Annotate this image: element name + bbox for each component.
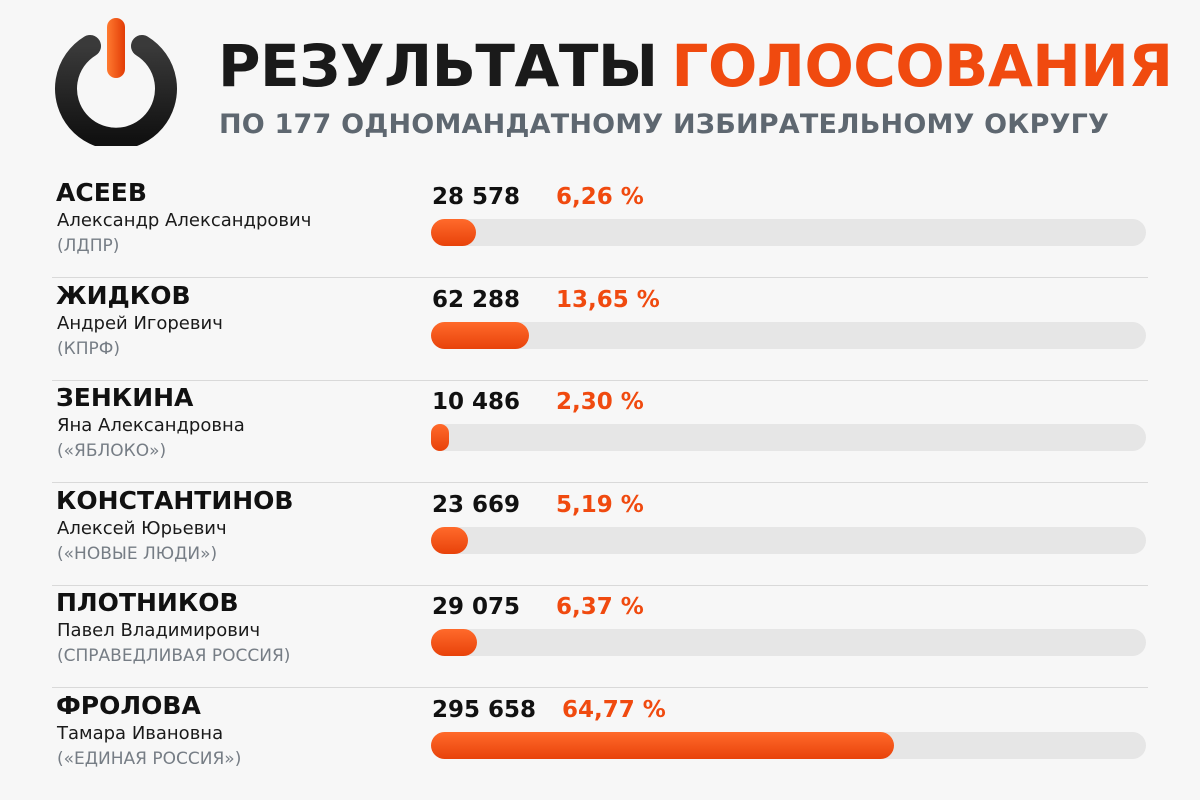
bar-fill	[431, 424, 449, 452]
candidate-surname: ЖИДКОВ	[56, 280, 191, 310]
bar-track	[431, 424, 1146, 452]
vote-percent: 64,77 %	[562, 697, 666, 723]
candidate-name: Александр Александрович	[57, 210, 312, 231]
vote-count: 295 658	[432, 697, 537, 723]
candidate-name: Тамара Ивановна	[57, 723, 224, 744]
vote-count: 23 669	[432, 491, 521, 518]
title-part-1: РЕЗУЛЬТАТЫ	[218, 32, 658, 100]
bar-fill	[431, 526, 469, 554]
candidate-row: ФРОЛОВА Тамара Ивановна («ЕДИНАЯ РОССИЯ») 2…	[0, 689, 1200, 791]
candidate-name: Яна Александровна	[57, 415, 245, 437]
vote-percent: 2,30 %	[556, 389, 644, 416]
candidate-surname: КОНСТАНТИНОВ	[56, 485, 294, 515]
title-part-2: ГОЛОСОВАНИЯ	[671, 32, 1173, 100]
row-divider	[52, 584, 1148, 586]
candidate-party: (КПРФ)	[57, 338, 121, 359]
row-divider	[52, 379, 1148, 381]
candidate-name: Алексей Юрьевич	[57, 517, 227, 539]
page-title: РЕЗУЛЬТАТЫ ГОЛОСОВАНИЯ	[218, 30, 1173, 102]
row-divider	[52, 482, 1148, 484]
vote-percent: 6,37 %	[556, 594, 644, 621]
vote-percent: 6,26 %	[556, 184, 644, 210]
candidate-row: КОНСТАНТИНОВ Алексей Юрьевич («НОВЫЕ ЛЮДИ»…	[0, 484, 1200, 586]
row-divider	[52, 277, 1148, 278]
candidate-name: Андрей Игоревич	[57, 312, 223, 334]
row-divider	[52, 687, 1148, 689]
candidate-row: АСЕЕВ Александр Александрович (ЛДПР) 28 578…	[0, 176, 1200, 278]
candidate-surname: ПЛОТНИКОВ	[56, 588, 239, 618]
candidate-surname: ЗЕНКИНА	[56, 383, 194, 413]
vote-count: 28 578	[432, 184, 521, 210]
vote-count: 62 288	[432, 286, 521, 313]
candidate-row: ЗЕНКИНА Яна Александровна («ЯБЛОКО») 10 486…	[0, 381, 1200, 484]
bar-fill	[431, 219, 476, 246]
bar-fill	[431, 321, 529, 349]
candidate-party: («НОВЫЕ ЛЮДИ»)	[57, 543, 218, 564]
bar-track	[431, 526, 1146, 554]
bar-track	[431, 219, 1146, 246]
candidate-row: ЖИДКОВ Андрей Игоревич (КПРФ) 62 288 13,65 %	[0, 279, 1200, 381]
candidate-party: (СПРАВЕДЛИВАЯ РОССИЯ)	[57, 646, 291, 667]
bar-fill	[431, 629, 477, 657]
candidate-party: (ЛДПР)	[57, 236, 120, 256]
candidate-row: ПЛОТНИКОВ Павел Владимирович (СПРАВЕДЛИВАЯ…	[0, 586, 1200, 689]
vote-count: 10 486	[432, 389, 521, 416]
candidate-surname: АСЕЕВ	[56, 178, 147, 207]
bar-track	[431, 732, 1146, 759]
candidate-party: («ЕДИНАЯ РОССИЯ»)	[57, 749, 242, 769]
vote-percent: 5,19 %	[556, 491, 644, 518]
candidate-name: Павел Владимирович	[57, 620, 261, 642]
power-icon	[55, 18, 177, 146]
vote-percent: 13,65 %	[556, 286, 660, 313]
bar-track	[431, 629, 1146, 657]
candidate-surname: ФРОЛОВА	[56, 691, 201, 720]
bar-fill	[431, 732, 895, 759]
bar-track	[431, 321, 1146, 349]
candidate-party: («ЯБЛОКО»)	[57, 441, 167, 462]
vote-count: 29 075	[432, 594, 521, 621]
page-subtitle: ПО 177 ОДНОМАНДАТНОМУ ИЗБИРАТЕЛЬНОМУ ОКР…	[219, 109, 1110, 140]
